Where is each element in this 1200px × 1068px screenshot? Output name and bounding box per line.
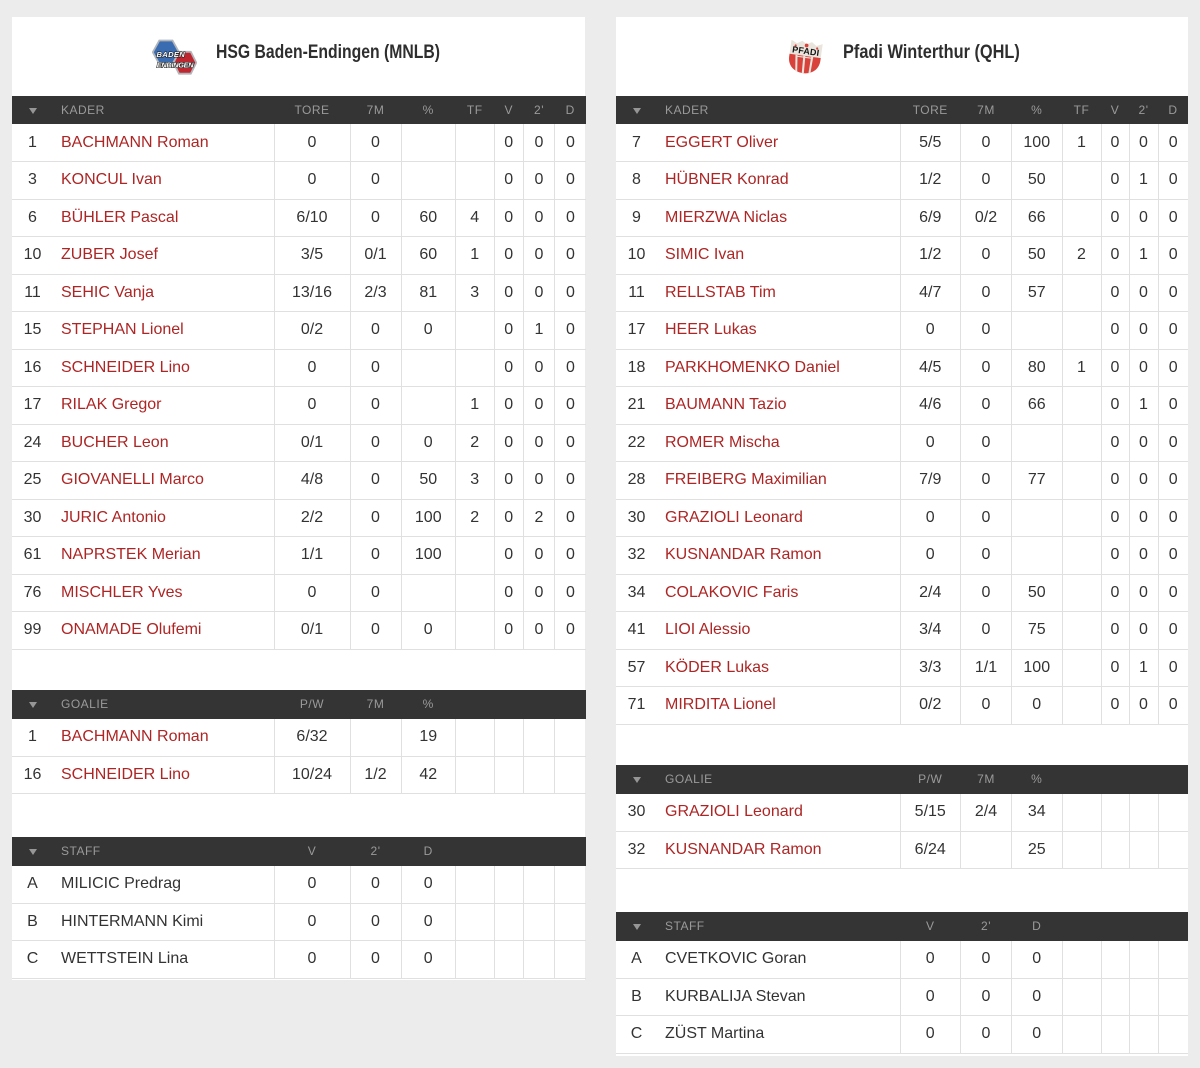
svg-text:BADEN: BADEN (157, 50, 186, 59)
svg-text:PFADI: PFADI (792, 44, 820, 58)
svg-text:ENDINGEN: ENDINGEN (157, 60, 194, 69)
